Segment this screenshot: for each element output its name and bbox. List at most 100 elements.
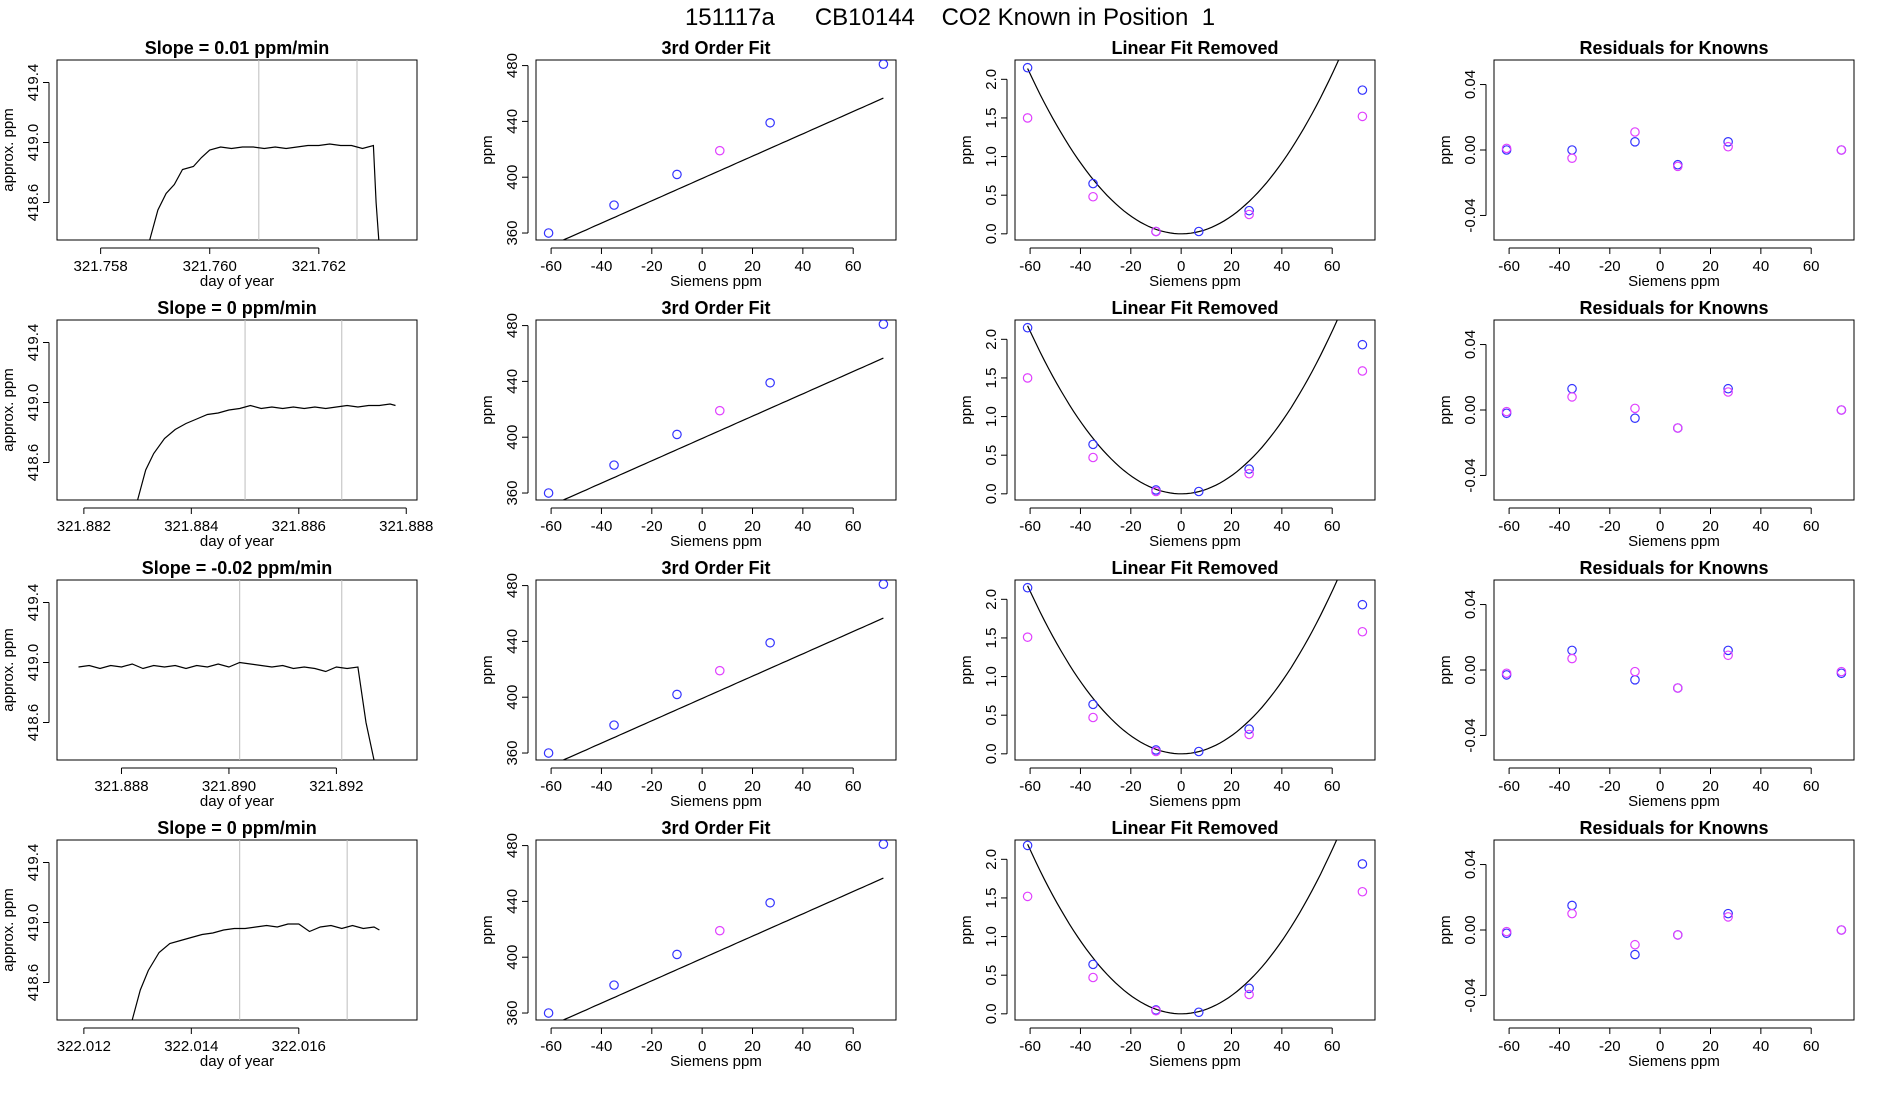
magenta-point <box>1630 127 1640 137</box>
y-tick-label: 1.5 <box>983 888 1000 909</box>
panel-r1-c0: Slope = 0 ppm/min 321.882 321.884 321.886 32… <box>0 298 433 550</box>
blue-point <box>543 228 554 238</box>
blue-point <box>1723 908 1733 919</box>
magenta-point <box>1088 972 1098 983</box>
y-tick-label: -0.04 <box>1462 978 1479 1012</box>
x-axis-label: Siemens ppm <box>670 793 762 810</box>
x-tick-label: -60 <box>540 1038 562 1055</box>
trace-line <box>137 403 396 500</box>
y-tick-label: 440 <box>504 109 521 134</box>
x-tick-label: 20 <box>744 258 761 275</box>
y-tick-label: 400 <box>504 425 521 450</box>
blue-point <box>609 200 619 210</box>
blue-point <box>609 720 619 730</box>
y-axis-label: ppm <box>479 395 496 424</box>
panel-r0-c2: Linear Fit Removed -60 -40 -20 0 20 40 60 0.0 0.5… <box>958 38 1376 290</box>
fit-curve <box>1027 840 1338 1015</box>
magenta-point <box>1723 912 1733 922</box>
y-axis-label: ppm <box>958 135 975 164</box>
blue-point <box>1357 599 1368 610</box>
blue-point <box>765 377 775 388</box>
magenta-point <box>1151 1005 1161 1016</box>
x-tick-label: -20 <box>1599 1038 1621 1055</box>
y-tick-label: 0.5 <box>983 965 1000 986</box>
blue-point <box>609 980 619 990</box>
x-tick-label: -20 <box>1120 1038 1142 1055</box>
x-tick-label: -20 <box>1120 518 1142 535</box>
magenta-point <box>1723 141 1733 152</box>
panel-title: Linear Fit Removed <box>1111 558 1278 578</box>
magenta-point <box>1022 632 1033 642</box>
magenta-point <box>1836 405 1847 415</box>
y-axis-label: approx. ppm <box>0 888 17 971</box>
blue-point <box>1567 645 1577 656</box>
x-tick-label: 321.888 <box>379 518 433 535</box>
blue-point <box>1022 840 1033 851</box>
plot-area <box>137 320 396 500</box>
x-tick-label: -60 <box>540 778 562 795</box>
magenta-point <box>1567 153 1577 163</box>
x-tick-label: 0 <box>1656 258 1664 275</box>
x-axis-label: Siemens ppm <box>1149 1053 1241 1070</box>
x-tick-label: 322.014 <box>164 1038 218 1055</box>
x-tick-label: -40 <box>1070 778 1092 795</box>
y-tick-label: 440 <box>504 369 521 394</box>
x-tick-label: 40 <box>1753 1038 1770 1055</box>
x-tick-label: 321.882 <box>57 518 111 535</box>
x-tick-label: 321.884 <box>164 518 218 535</box>
plot-area <box>1022 580 1368 757</box>
y-tick-label: 0.00 <box>1462 395 1479 424</box>
x-tick-label: 321.762 <box>292 258 346 275</box>
y-tick-label: 440 <box>504 889 521 914</box>
panel-r1-c1: 3rd Order Fit -60 -40 -20 0 20 40 60 360 400 440 48… <box>479 298 897 550</box>
plot-frame <box>1493 59 1855 241</box>
plot-area <box>1022 60 1368 237</box>
y-tick-label: 419.4 <box>25 324 42 362</box>
x-tick-label: 60 <box>1803 518 1820 535</box>
plot-area <box>1501 383 1847 433</box>
x-axis-label: Siemens ppm <box>670 1053 762 1070</box>
plot-frame <box>56 839 418 1021</box>
blue-point <box>672 689 682 700</box>
x-tick-label: -60 <box>1019 518 1041 535</box>
blue-point <box>1088 699 1098 710</box>
y-tick-label: 0.00 <box>1462 915 1479 944</box>
x-tick-label: -20 <box>1120 258 1142 275</box>
blue-point <box>672 429 682 440</box>
blue-point <box>765 897 775 908</box>
y-axis-label: approx. ppm <box>0 108 17 191</box>
blue-point <box>1630 949 1640 960</box>
y-tick-label: 1.0 <box>983 926 1000 947</box>
x-tick-label: 321.760 <box>183 258 237 275</box>
fit-curve <box>1027 580 1338 755</box>
x-axis-label: Siemens ppm <box>1149 273 1241 290</box>
x-tick-label: -20 <box>1120 778 1142 795</box>
x-tick-label: 0 <box>1656 1038 1664 1055</box>
y-tick-label: 419.4 <box>25 64 42 102</box>
y-tick-label: 400 <box>504 165 521 190</box>
x-axis-label: Siemens ppm <box>1628 533 1720 550</box>
magenta-point <box>1836 925 1847 935</box>
magenta-point <box>1151 746 1161 757</box>
magenta-point <box>1630 939 1640 950</box>
y-tick-label: 400 <box>504 945 521 970</box>
panel-title: Residuals for Knowns <box>1579 38 1768 58</box>
x-tick-label: 20 <box>744 518 761 535</box>
x-tick-label: 40 <box>795 258 812 275</box>
x-tick-label: 20 <box>1702 778 1719 795</box>
blue-point <box>1088 439 1098 450</box>
blue-point <box>1022 62 1033 73</box>
blue-point <box>1567 900 1577 911</box>
x-axis-label: Siemens ppm <box>1628 793 1720 810</box>
y-tick-label: 400 <box>504 685 521 710</box>
y-tick-label: -0.04 <box>1462 198 1479 232</box>
y-tick-label: 0.0 <box>983 1003 1000 1024</box>
blue-point <box>1193 746 1204 757</box>
x-tick-label: -40 <box>1549 258 1571 275</box>
x-tick-label: -60 <box>540 518 562 535</box>
y-axis-label: ppm <box>1437 915 1454 944</box>
panel-r2-c2: Linear Fit Removed -60 -40 -20 0 20 40 60 0.0 0.5… <box>958 558 1376 810</box>
x-tick-label: 0 <box>698 778 706 795</box>
x-tick-label: 40 <box>1753 778 1770 795</box>
magenta-point <box>714 145 725 156</box>
